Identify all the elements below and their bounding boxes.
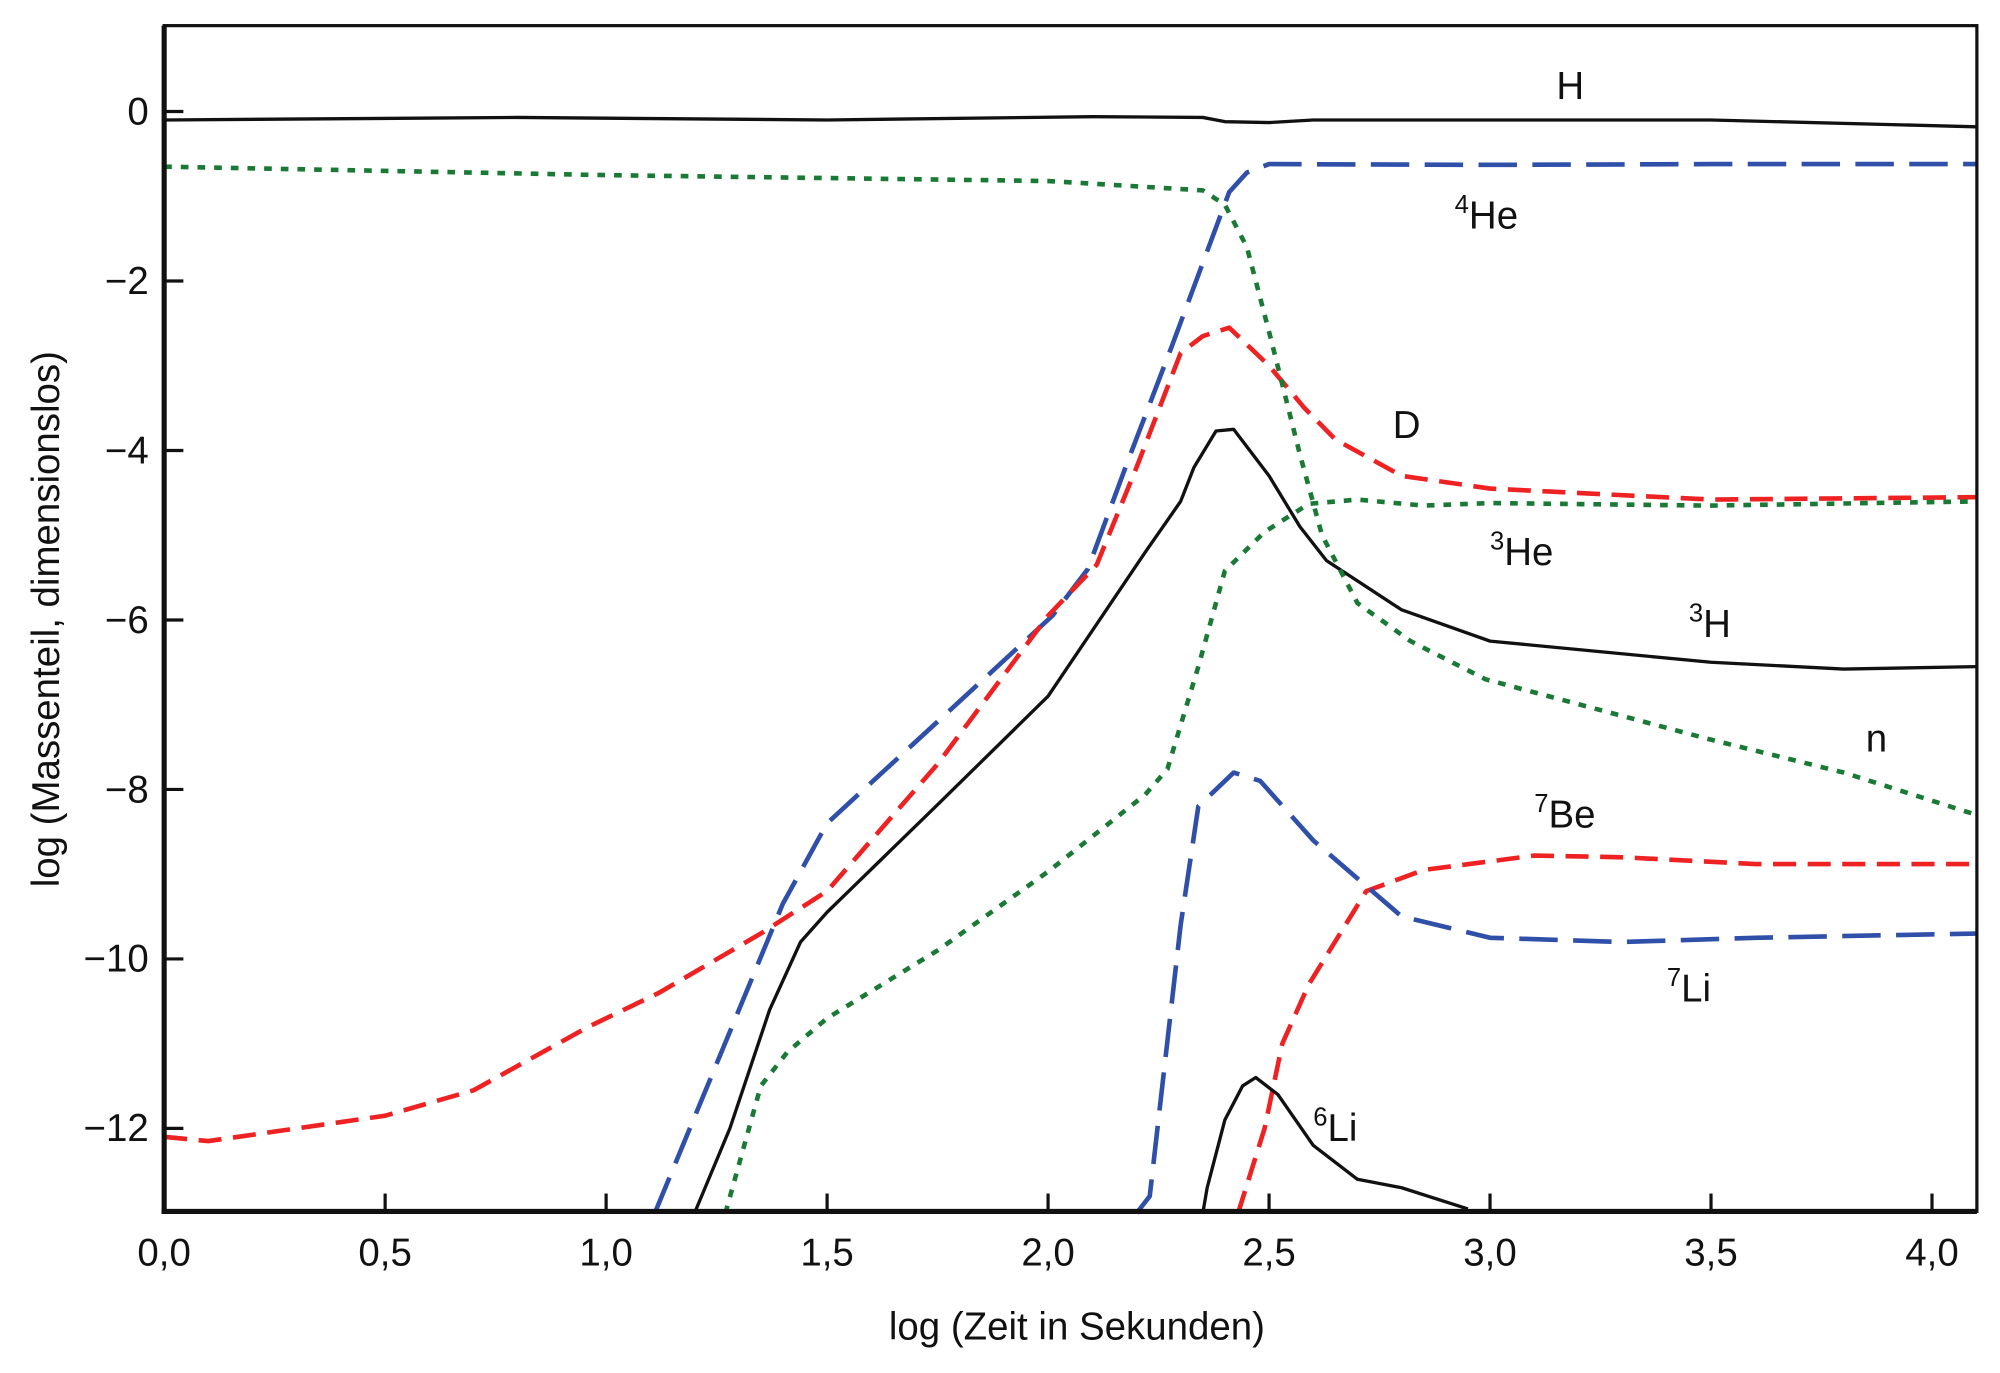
series-line-h [164,114,1977,129]
y-tick-label: −6 [105,599,149,642]
series-layer [163,114,1977,1215]
series-line-4he [652,161,1977,1215]
element-symbol: D [1393,404,1421,447]
x-tick-label: 2,5 [1242,1231,1295,1274]
series-label-7li: 7Li [1667,964,1711,1010]
series-line-7be [1235,853,1977,1214]
x-axis-title: log (Zeit in Sekunden) [889,1306,1265,1349]
x-tick-label: 0,0 [137,1231,190,1274]
mass-number: 3 [1490,528,1504,556]
x-tick-label: 0,5 [358,1231,411,1274]
mass-number: 7 [1667,964,1681,992]
y-axis: 0 −2 −4 −6 −8 −10 −12 [84,90,184,1150]
element-symbol: n [1866,717,1887,760]
x-tick-label: 1,5 [800,1231,853,1274]
series-label-3he: 3He [1490,528,1553,574]
y-tick-label: 0 [127,90,148,133]
x-tick-label: 3,0 [1463,1231,1516,1274]
element-symbol: H [1556,65,1584,108]
y-tick-label: −4 [105,429,149,472]
series-line-3he [723,497,1977,1214]
mass-number: 7 [1534,790,1548,818]
x-tick-label: 4,0 [1905,1231,1958,1274]
x-axis: 0,0 0,5 1,0 1,5 2,0 2,5 3,0 3,5 4,0 [137,1193,1959,1274]
series-label-h: H [1556,65,1584,108]
series-label-4he: 4He [1455,191,1518,237]
element-symbol: H [1703,603,1731,646]
x-tick-label: 3,5 [1684,1231,1737,1274]
y-tick-label: −2 [105,260,149,303]
x-tick-label: 2,0 [1021,1231,1074,1274]
mass-number: 4 [1455,191,1469,219]
element-symbol: Li [1681,967,1711,1010]
series-label-d: D [1393,404,1421,447]
series-line-n [164,164,1977,818]
series-line-3h [692,427,1977,1214]
series-line-7li [1134,770,1977,1215]
series-line-6li [1201,1075,1469,1214]
element-symbol: He [1504,531,1553,574]
series-label-6li: 6Li [1313,1104,1357,1150]
mass-number: 3 [1689,600,1703,628]
mass-number: 6 [1313,1104,1327,1132]
series-label-3h: 3H [1689,600,1731,646]
series-label-7be: 7Be [1534,790,1595,836]
series-line-d [163,325,1977,1144]
y-tick-label: −8 [105,768,149,811]
x-tick-label: 1,0 [579,1231,632,1274]
element-symbol: He [1469,194,1518,237]
element-symbol: Li [1328,1107,1358,1150]
y-axis-title: log (Massenteil, dimensionslos) [25,351,68,887]
series-label-n: n [1866,717,1887,760]
element-symbol: Be [1548,794,1595,837]
y-tick-label: −12 [84,1107,149,1150]
y-tick-label: −10 [84,938,149,981]
